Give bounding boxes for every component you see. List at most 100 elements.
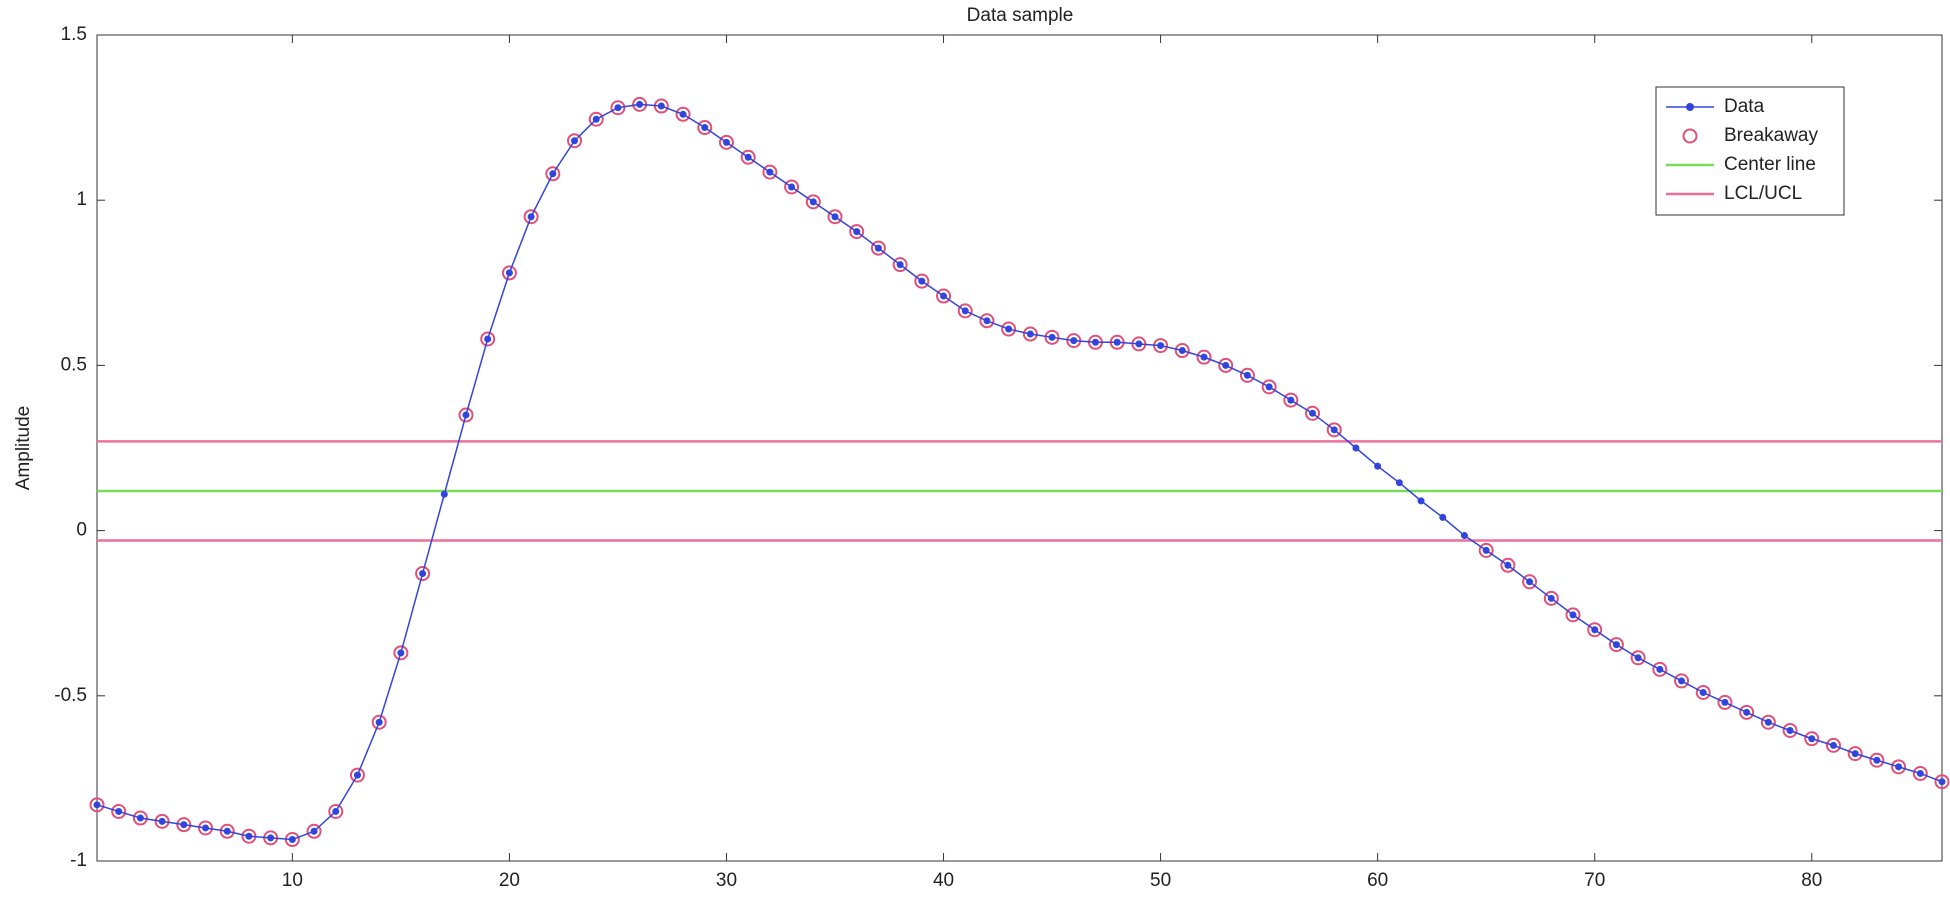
- breakaway-point: [849, 224, 865, 240]
- breakaway-point: [1305, 405, 1321, 421]
- breakaway-point: [132, 810, 148, 826]
- breakaway-point: [1543, 590, 1559, 606]
- breakaway-point: [111, 803, 127, 819]
- legend-label: Center line: [1724, 154, 1816, 175]
- data-point: [440, 490, 448, 498]
- data-point: [1439, 513, 1447, 521]
- data-point: [1309, 409, 1317, 417]
- data-point: [136, 814, 144, 822]
- data-point: [961, 307, 969, 315]
- data-point: [1265, 383, 1273, 391]
- data-point: [1200, 353, 1208, 361]
- x-tick-label: 50: [1150, 870, 1171, 891]
- data-point: [896, 261, 904, 269]
- breakaway-point: [1044, 329, 1060, 345]
- data-point: [245, 832, 253, 840]
- data-point: [809, 198, 817, 206]
- breakaway-point: [1174, 343, 1190, 359]
- data-point: [1916, 769, 1924, 777]
- breakaway-point: [306, 823, 322, 839]
- breakaway-point: [1283, 392, 1299, 408]
- breakaway-point: [979, 313, 995, 329]
- data-point: [397, 649, 405, 657]
- data-point: [1330, 426, 1338, 434]
- breakaway-point: [328, 803, 344, 819]
- data-point: [701, 124, 709, 132]
- data-point: [657, 102, 665, 110]
- breakaway-point: [1326, 422, 1342, 438]
- data-point: [180, 821, 188, 829]
- breakaway-point: [1630, 650, 1646, 666]
- data-point: [419, 570, 427, 578]
- data-point: [1764, 718, 1772, 726]
- x-tick-label: 30: [716, 870, 737, 891]
- data-point: [1829, 741, 1837, 749]
- data-point: [766, 168, 774, 176]
- plot-area: [96, 34, 1943, 862]
- breakaway-point: [740, 149, 756, 165]
- data-point: [462, 411, 470, 419]
- breakaway-point: [610, 100, 626, 116]
- breakaway-point: [1739, 704, 1755, 720]
- y-axis-label: Amplitude: [13, 406, 34, 491]
- breakaway-point: [393, 645, 409, 661]
- breakaway-point: [784, 179, 800, 195]
- data-point: [831, 213, 839, 221]
- data-point: [375, 718, 383, 726]
- data-point: [1678, 677, 1686, 685]
- breakaway-point: [458, 407, 474, 423]
- data-point: [1656, 665, 1664, 673]
- breakaway-point: [1760, 714, 1776, 730]
- data-point: [1612, 641, 1620, 649]
- breakaway-point: [914, 273, 930, 289]
- data-point: [505, 269, 513, 277]
- data-point: [918, 277, 926, 285]
- breakaway-point: [805, 194, 821, 210]
- breakaway-point: [1261, 379, 1277, 395]
- data-point: [1157, 342, 1165, 350]
- data-point: [614, 104, 622, 112]
- data-point: [1526, 578, 1534, 586]
- data-point: [93, 801, 101, 809]
- data-point: [1721, 698, 1729, 706]
- data-point: [592, 115, 600, 123]
- y-tick-label: -0.5: [54, 685, 87, 706]
- breakaway-point: [870, 240, 886, 256]
- breakaway-point: [1847, 746, 1863, 762]
- data-point: [1287, 396, 1295, 404]
- data-point: [1938, 778, 1946, 786]
- data-point: [1873, 756, 1881, 764]
- y-tick-label: 1.5: [61, 24, 87, 45]
- data-point: [636, 100, 644, 108]
- data-point: [1699, 688, 1707, 696]
- data-point: [679, 110, 687, 118]
- breakaway-point: [675, 106, 691, 122]
- breakaway-point: [1478, 542, 1494, 558]
- data-point: [527, 213, 535, 221]
- data-point: [223, 827, 231, 835]
- breakaway-point: [1652, 661, 1668, 677]
- data-point: [202, 824, 210, 832]
- data-point: [1808, 735, 1816, 743]
- breakaway-point: [1565, 607, 1581, 623]
- breakaway-point: [198, 820, 214, 836]
- data-point: [1786, 726, 1794, 734]
- x-tick-label: 70: [1584, 870, 1605, 891]
- x-tick-label: 60: [1367, 870, 1388, 891]
- breakaway-point: [827, 209, 843, 225]
- breakaway-point: [1674, 673, 1690, 689]
- breakaway-point: [697, 120, 713, 136]
- breakaway-point: [1500, 557, 1516, 573]
- data-point: [310, 827, 318, 835]
- breakaway-point: [762, 164, 778, 180]
- x-tick-label: 80: [1801, 870, 1822, 891]
- data-point: [853, 228, 861, 236]
- breakaway-point: [176, 817, 192, 833]
- y-tick-label: -1: [70, 850, 87, 871]
- data-point: [267, 834, 275, 842]
- breakaway-point: [523, 209, 539, 225]
- chart-title: Data sample: [967, 5, 1074, 26]
- data-point: [353, 771, 361, 779]
- data-point: [1395, 479, 1403, 487]
- breakaway-point: [1608, 637, 1624, 653]
